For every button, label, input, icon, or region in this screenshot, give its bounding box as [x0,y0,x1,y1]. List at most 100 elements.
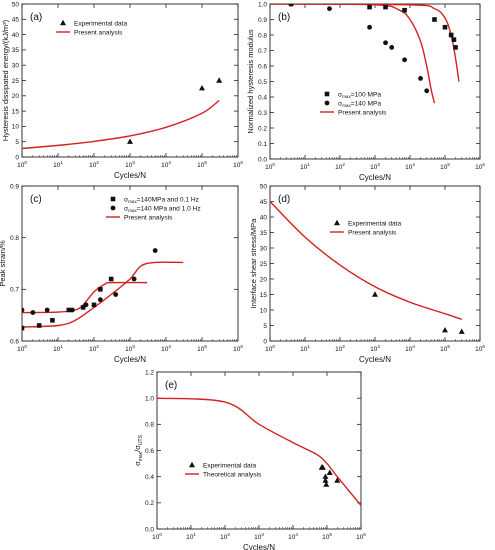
x-tick-label: 104 [288,532,298,541]
legend-label: σmax=140MPa and 0.1 Hz [124,196,199,204]
x-tick-label: 105 [197,160,207,169]
data-point [402,57,407,63]
y-tick-label: 20 [12,93,20,100]
x-tick-label: 103 [125,160,135,169]
data-point [442,326,448,333]
y-tick-label: 45 [260,199,268,206]
x-tick-label: 100 [265,344,275,353]
data-point [83,302,89,308]
legend-label: Experimental data [203,462,256,469]
y-tick-label: 0.8 [258,32,267,39]
data-point [451,37,457,42]
y-tick-label: 0.5 [258,79,267,86]
x-tick-label: 105 [197,344,207,353]
y-tick-label: 0.0 [258,156,267,163]
x-tick-label: 101 [53,160,63,169]
y-tick-label: 0.0 [145,526,154,533]
x-tick-label: 101 [300,162,310,171]
y-tick-label: 1.2 [145,369,154,376]
y-tick-label: 40 [12,32,20,39]
y-tick-label: 50 [12,1,20,8]
series-line-curve [270,4,460,82]
y-tick-label: 1.0 [145,395,154,402]
legend-label: σmax=140 MPa and 1.0 Hz [124,205,201,213]
data-point [69,307,75,313]
x-tick-label: 102 [89,160,99,169]
y-tick-label: 25 [12,78,20,85]
y-tick-label: 5 [263,323,267,330]
data-point [108,276,114,282]
data-point [98,287,103,292]
y-tick-label: 0.6 [145,448,154,455]
data-point [30,310,36,315]
y-tick-label: 30 [12,63,20,70]
x-axis-label: Cycles/N [359,355,391,364]
x-tick-label: 104 [161,160,171,169]
x-tick-label: 100 [265,162,275,171]
y-axis-label: Peak strain/% [0,240,7,287]
x-tick-label: 106 [356,532,366,541]
data-point [372,291,378,297]
x-tick-label: 100 [152,532,162,541]
panel-label: (b) [278,12,290,23]
y-tick-label: 0.8 [10,235,19,242]
y-tick-label: 20 [260,276,268,283]
data-point [22,325,25,331]
y-tick-label: 0.9 [258,17,267,24]
x-tick-label: 106 [475,344,485,353]
panel-b: 100 101 102 103 104 105 106 0.0 0.1 0.2 0.3 0.4 0.5 0… [246,1,485,182]
data-point [97,297,103,303]
legend-label: Present analysis [338,109,387,116]
data-point [152,248,158,253]
x-axis-label: Cycles/N [243,543,275,550]
x-tick-label: 105 [440,162,450,171]
y-tick-label: 0.1 [258,141,267,148]
data-point [334,477,341,483]
y-tick-label: 30 [260,245,268,252]
data-point [424,88,430,94]
plot-frame [156,371,362,530]
y-tick-label: 5 [15,139,19,146]
x-tick-label: 102 [335,162,345,171]
x-tick-label: 103 [125,344,135,353]
legend-label: Present analysis [124,214,173,221]
data-point [458,328,465,334]
x-tick-label: 104 [405,162,415,171]
y-tick-label: 0 [15,154,19,161]
legend-label: Experimental data [348,220,401,227]
data-point [389,45,395,50]
legend-label: Present analysis [74,29,123,36]
series-line-theoretical-analysis [157,397,361,506]
x-tick-label: 104 [161,344,171,353]
legend: Experimental data Present analysis [330,219,401,236]
data-point [66,307,72,313]
plot-frame [269,185,481,342]
y-tick-label: 0.9 [10,183,19,190]
legend-label: σmax=140 MPa [338,100,381,108]
y-tick-label: 0.7 [258,48,267,55]
panel-c: 100 101 102 103 104 105 106 0.6 0.7 0.8 0.9 Cycles/… [0,183,243,364]
legend-marker [110,205,116,211]
legend: Experimental data Theoretical analysis [185,461,262,478]
x-tick-label: 101 [300,344,310,353]
x-axis-label: Cycles/N [114,171,146,180]
y-tick-label: 0 [263,338,267,345]
x-tick-label: 104 [405,344,415,353]
x-tick-label: 100 [17,160,27,169]
x-tick-label: 106 [233,344,243,353]
panel-e: 100 101 102 103 104 105 106 0.0 0.2 0.4 0.6 0.8 1.0 1… [133,369,366,550]
y-tick-label: 10 [260,307,268,314]
panel-d: 100 101 102 103 104 105 106 0 5 10 15 20 25 30 35 40 45 5… [249,183,485,364]
panel-label: (d) [278,194,290,205]
series-line-curve [22,261,184,328]
y-tick-label: 35 [12,47,20,54]
data-point [367,4,372,10]
x-tick-label: 103 [254,532,264,541]
x-tick-label: 103 [370,344,380,353]
data-point [131,276,137,282]
y-tick-label: 0.2 [258,125,267,132]
legend-marker [324,100,330,106]
